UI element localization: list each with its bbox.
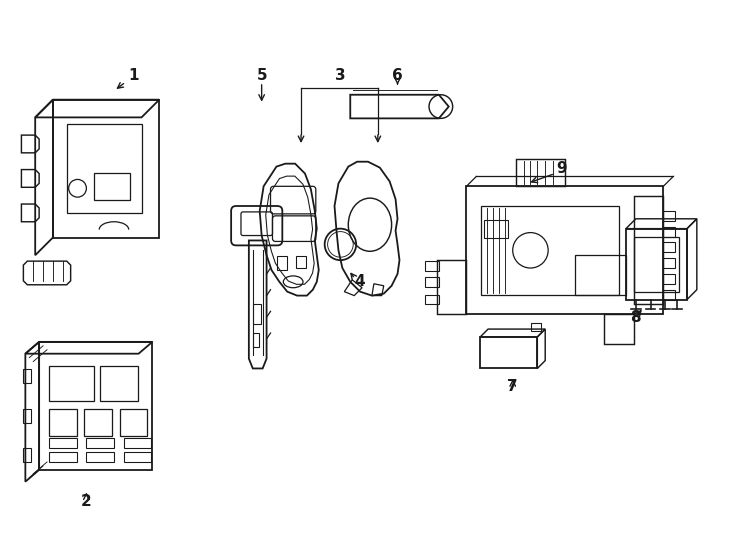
Bar xyxy=(120,409,148,436)
Bar xyxy=(277,256,287,270)
Bar xyxy=(84,409,112,436)
Text: 3: 3 xyxy=(335,68,346,83)
Bar xyxy=(634,196,664,305)
Bar xyxy=(425,277,439,287)
Bar xyxy=(425,295,439,305)
Text: 9: 9 xyxy=(556,161,567,176)
Bar xyxy=(531,323,541,331)
Bar xyxy=(425,261,439,271)
Text: 4: 4 xyxy=(355,274,366,289)
Text: 6: 6 xyxy=(392,68,403,83)
Text: 5: 5 xyxy=(256,68,267,83)
Bar xyxy=(664,242,675,252)
Bar xyxy=(664,211,675,221)
Bar xyxy=(94,172,130,200)
Bar xyxy=(484,220,508,238)
Bar xyxy=(252,305,261,324)
Text: 1: 1 xyxy=(128,68,139,83)
Bar xyxy=(67,124,142,213)
Text: 8: 8 xyxy=(631,310,641,325)
Bar xyxy=(124,452,151,462)
Bar xyxy=(482,206,619,295)
Bar xyxy=(100,366,137,401)
Bar xyxy=(49,366,94,401)
Bar xyxy=(664,258,675,268)
Bar xyxy=(87,438,114,448)
Bar xyxy=(626,228,687,300)
Bar xyxy=(480,337,537,368)
Bar xyxy=(124,438,151,448)
Bar xyxy=(664,227,675,237)
Bar xyxy=(575,255,626,295)
Bar xyxy=(296,256,306,268)
Text: 7: 7 xyxy=(507,379,518,394)
Bar xyxy=(664,274,675,284)
Bar xyxy=(49,438,76,448)
Bar xyxy=(87,452,114,462)
Text: 2: 2 xyxy=(81,494,92,509)
Bar xyxy=(634,237,679,292)
Bar xyxy=(49,452,76,462)
Bar xyxy=(252,333,258,347)
Bar xyxy=(664,289,675,300)
Bar xyxy=(49,409,76,436)
